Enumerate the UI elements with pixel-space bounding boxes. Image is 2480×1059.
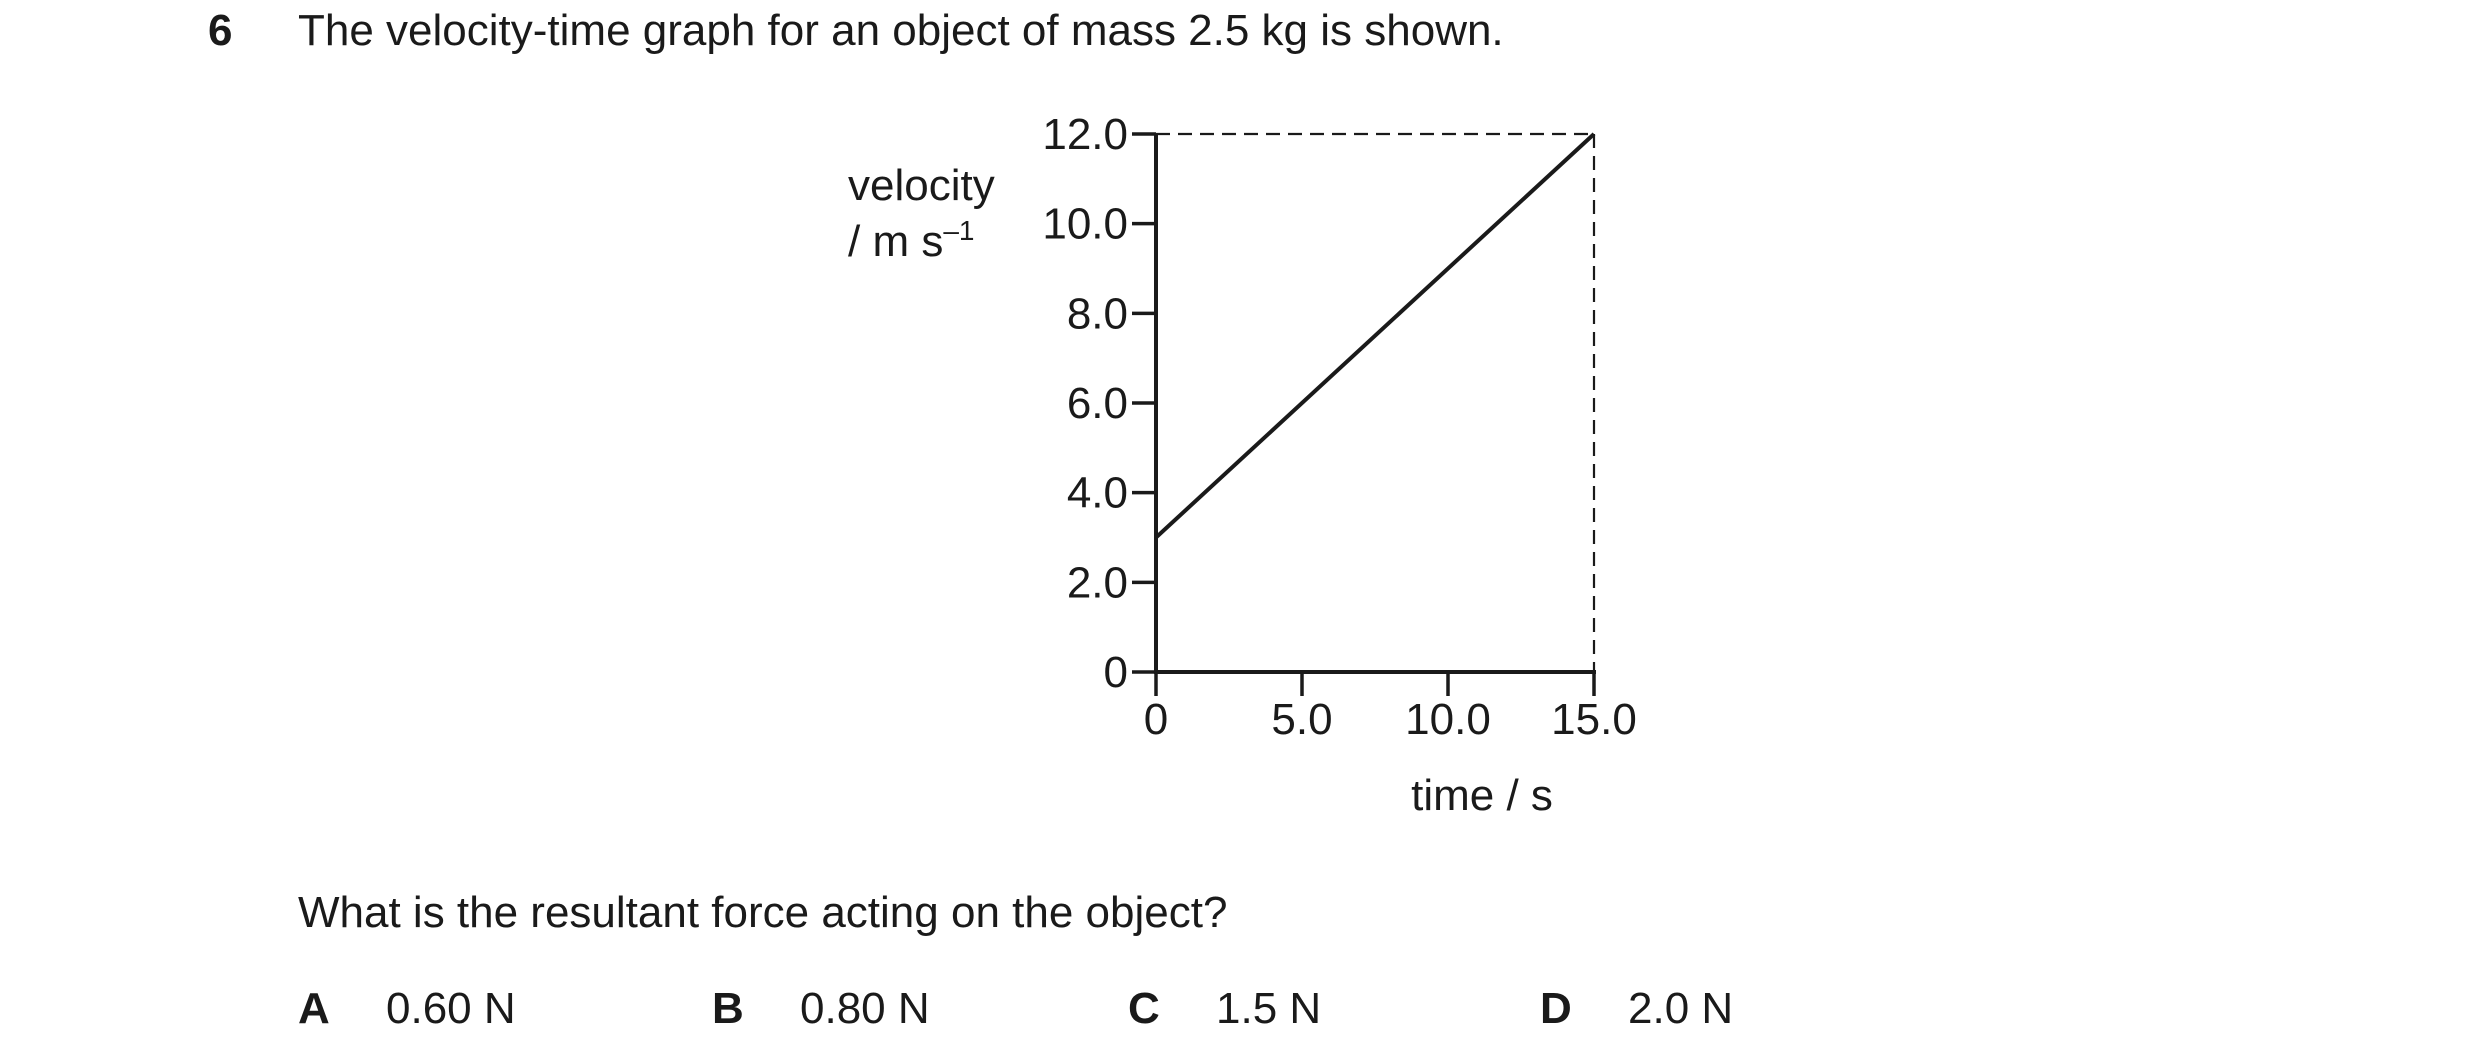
option-d-value[interactable]: 2.0 N bbox=[1628, 984, 1734, 1033]
y-tick-label: 4.0 bbox=[1067, 469, 1128, 518]
option-a-letter: A bbox=[298, 984, 330, 1033]
x-ticks: 0 5.0 10.0 15.0 bbox=[1144, 672, 1637, 744]
option-b-value[interactable]: 0.80 N bbox=[800, 984, 930, 1033]
option-c-value[interactable]: 1.5 N bbox=[1216, 984, 1322, 1033]
option-a-value[interactable]: 0.60 N bbox=[386, 984, 516, 1033]
y-tick-label: 10.0 bbox=[1042, 200, 1128, 249]
x-axis-label: time / s bbox=[1411, 771, 1553, 820]
y-tick-label: 6.0 bbox=[1067, 379, 1128, 428]
y-axis-unit: / m s–1 bbox=[848, 215, 974, 266]
option-d-letter: D bbox=[1540, 984, 1572, 1033]
y-tick-label: 8.0 bbox=[1067, 289, 1128, 338]
series bbox=[1154, 132, 1596, 539]
y-axis-label: velocity bbox=[848, 161, 995, 210]
question-number: 6 bbox=[208, 6, 233, 55]
y-axis-unit-base: / m s bbox=[848, 217, 943, 266]
question-stem: The velocity-time graph for an object of… bbox=[298, 6, 1504, 55]
x-tick-label: 10.0 bbox=[1405, 695, 1491, 744]
y-axis-unit-exponent: –1 bbox=[943, 215, 974, 246]
y-ticks: 0 2.0 4.0 6.0 8.0 10.0 12.0 bbox=[1042, 110, 1156, 697]
x-tick-label: 5.0 bbox=[1271, 695, 1332, 744]
x-tick-label: 0 bbox=[1144, 695, 1168, 744]
y-tick-label: 0 bbox=[1104, 648, 1128, 697]
y-tick-label: 12.0 bbox=[1042, 110, 1128, 159]
velocity-line bbox=[1154, 132, 1596, 539]
velocity-time-graph: 0 2.0 4.0 6.0 8.0 10.0 12.0 0 5.0 10.0 15.0 veloc… bbox=[848, 110, 1637, 820]
x-tick-label: 15.0 bbox=[1551, 695, 1637, 744]
question-prompt: What is the resultant force acting on th… bbox=[298, 888, 1228, 937]
dashed-guide-lines bbox=[1156, 132, 1596, 672]
option-b-letter: B bbox=[712, 984, 744, 1033]
axes bbox=[1154, 134, 1596, 674]
option-c-letter: C bbox=[1128, 984, 1160, 1033]
y-tick-label: 2.0 bbox=[1067, 558, 1128, 607]
